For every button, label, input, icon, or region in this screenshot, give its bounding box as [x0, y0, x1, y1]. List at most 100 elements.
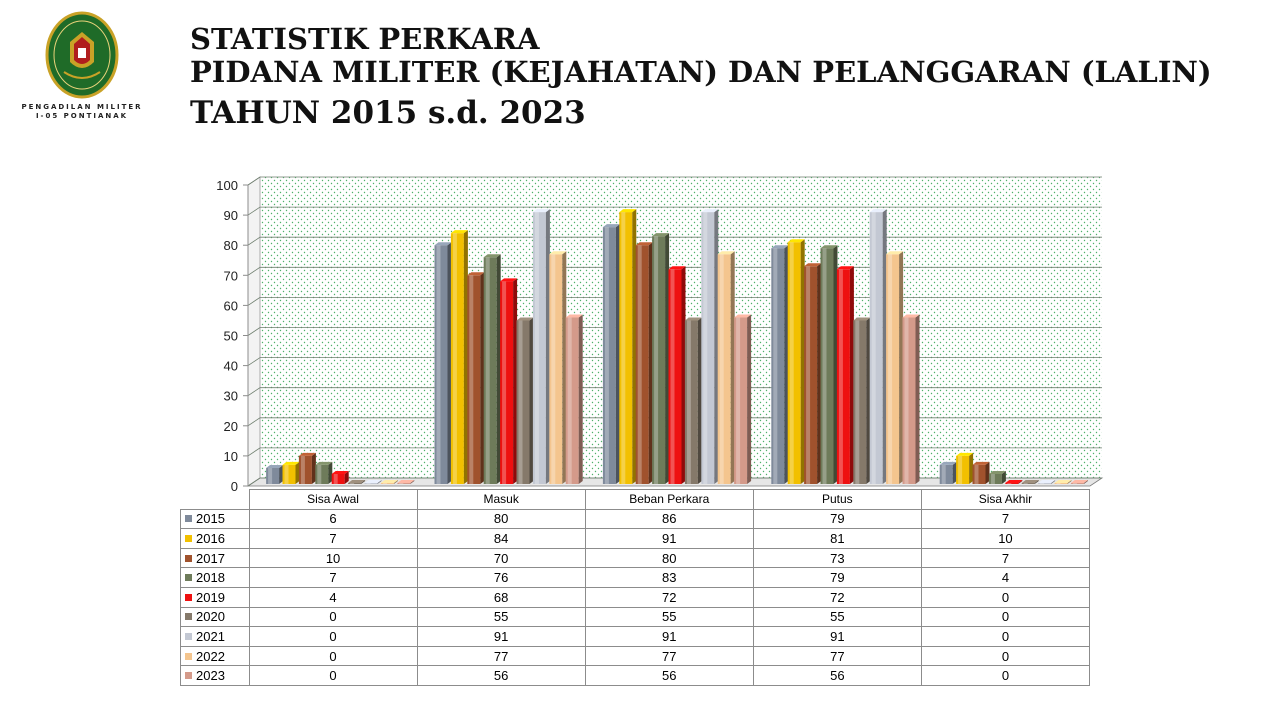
- legend-entry: 2020: [180, 606, 250, 628]
- data-label: 79: [752, 567, 922, 588]
- data-label: 77: [584, 645, 754, 667]
- bar-2017-masuk: [467, 272, 485, 484]
- bar-2020-sisa-akhir: [1021, 480, 1039, 484]
- bar-2021-sisa-awal: [364, 480, 382, 484]
- legend-swatch: [185, 515, 192, 523]
- court-emblem-icon: [45, 11, 119, 99]
- bar-2016-sisa-awal: [282, 461, 300, 484]
- data-label: 77: [752, 645, 922, 667]
- legend-entry: 2015: [180, 508, 250, 530]
- data-label: 72: [584, 586, 754, 608]
- bar-2023-beban-perkara: [734, 314, 752, 484]
- x-category-label: Sisa Awal: [248, 489, 418, 510]
- bar-2021-beban-perkara: [701, 209, 719, 484]
- data-label: 70: [416, 547, 586, 569]
- table-row: 2015 6 80 86 79 7: [180, 508, 1091, 530]
- bar-2017-sisa-awal: [298, 452, 316, 484]
- bar-2018-sisa-awal: [315, 461, 333, 484]
- bar-2016-masuk: [450, 230, 468, 484]
- legend-entry: 2022: [180, 645, 250, 667]
- table-row: 2019 4 68 72 72 0: [180, 586, 1091, 608]
- bar-2019-sisa-awal: [331, 470, 349, 484]
- table-row: 2020 0 55 55 55 0: [180, 606, 1091, 628]
- bar-2023-sisa-awal: [397, 480, 415, 484]
- legend-swatch: [185, 554, 192, 562]
- legend-swatch: [185, 652, 192, 660]
- table-row: 2018 7 76 83 79 4: [180, 567, 1091, 588]
- bar-2019-putus: [836, 266, 854, 484]
- bar-2015-sisa-akhir: [939, 461, 957, 484]
- data-label: 55: [416, 606, 586, 628]
- legend-label: 2015: [196, 511, 225, 527]
- bar-2020-putus: [853, 317, 871, 484]
- bar-2021-masuk: [532, 209, 550, 484]
- data-label: 0: [248, 606, 418, 628]
- data-label: 80: [584, 547, 754, 569]
- data-label: 7: [920, 547, 1091, 569]
- legend-swatch: [185, 574, 192, 582]
- y-tick-label: 70: [224, 268, 238, 283]
- data-label: 10: [248, 547, 418, 569]
- bar-2020-sisa-awal: [348, 480, 366, 484]
- gridline: [247, 236, 1102, 246]
- bar-2020-masuk: [516, 317, 534, 484]
- legend-label: 2016: [196, 530, 225, 546]
- legend-label: 2019: [196, 589, 225, 605]
- y-tick-label: 90: [224, 208, 238, 223]
- y-tick-label: 100: [216, 178, 238, 193]
- legend-label: 2018: [196, 570, 225, 586]
- y-tick-label: 10: [224, 449, 238, 464]
- y-tick-label: 80: [224, 238, 238, 253]
- y-tick-label: 30: [224, 389, 238, 404]
- bar-2016-beban-perkara: [619, 209, 637, 484]
- data-label: 91: [584, 528, 754, 549]
- data-label: 56: [416, 665, 586, 686]
- data-label: 73: [752, 547, 922, 569]
- page-title-line1: STATISTIK PERKARA: [190, 22, 540, 56]
- bar-2021-putus: [869, 209, 887, 484]
- data-label: 81: [752, 528, 922, 549]
- data-label: 0: [920, 645, 1091, 667]
- data-label: 0: [248, 645, 418, 667]
- org-name-line1: PENGADILAN MILITER: [21, 103, 143, 111]
- data-label: 4: [248, 586, 418, 608]
- x-category-label: Sisa Akhir: [920, 489, 1091, 510]
- bar-2018-sisa-akhir: [988, 470, 1006, 484]
- bar-2022-sisa-akhir: [1054, 480, 1072, 484]
- x-category-label: Putus: [752, 489, 922, 510]
- data-label: 0: [920, 606, 1091, 628]
- bar-2015-putus: [771, 245, 789, 484]
- legend-label: 2020: [196, 609, 225, 625]
- x-category-label: Masuk: [416, 489, 586, 510]
- legend-entry: 2018: [180, 567, 250, 588]
- bar-2019-masuk: [500, 278, 518, 484]
- y-tick-label: 60: [224, 298, 238, 313]
- data-label: 0: [920, 665, 1091, 686]
- data-label: 68: [416, 586, 586, 608]
- bar-2015-sisa-awal: [266, 464, 284, 484]
- logo-block: PENGADILAN MILITER I-05 PONTIANAK: [14, 10, 150, 121]
- data-label: 10: [920, 528, 1091, 549]
- data-label: 55: [584, 606, 754, 628]
- legend-label: 2022: [196, 648, 225, 664]
- data-label: 55: [752, 606, 922, 628]
- table-row: 2022 0 77 77 77 0: [180, 645, 1091, 667]
- table-header-row: Sisa Awal Masuk Beban Perkara Putus Sisa Akh…: [180, 489, 1091, 510]
- legend-swatch: [185, 613, 192, 621]
- data-label: 79: [752, 508, 922, 530]
- bar-2016-sisa-akhir: [956, 452, 974, 484]
- legend-label: 2017: [196, 550, 225, 566]
- legend-label: 2021: [196, 628, 225, 644]
- table-row: 2017 10 70 80 73 7: [180, 547, 1091, 569]
- bar-2023-putus: [902, 314, 920, 484]
- table-row: 2016 7 84 91 81 10: [180, 528, 1091, 549]
- bar-2019-beban-perkara: [668, 266, 686, 484]
- legend-swatch: [185, 593, 192, 601]
- y-axis: 0 10 20 30 40 50 60 70 80 90 100: [216, 178, 249, 492]
- bar-2020-beban-perkara: [684, 317, 702, 484]
- bar-2022-putus: [886, 251, 904, 484]
- y-tick-label: 20: [224, 419, 238, 434]
- legend-swatch: [185, 672, 192, 680]
- bar-2017-beban-perkara: [635, 242, 653, 484]
- data-label: 0: [920, 586, 1091, 608]
